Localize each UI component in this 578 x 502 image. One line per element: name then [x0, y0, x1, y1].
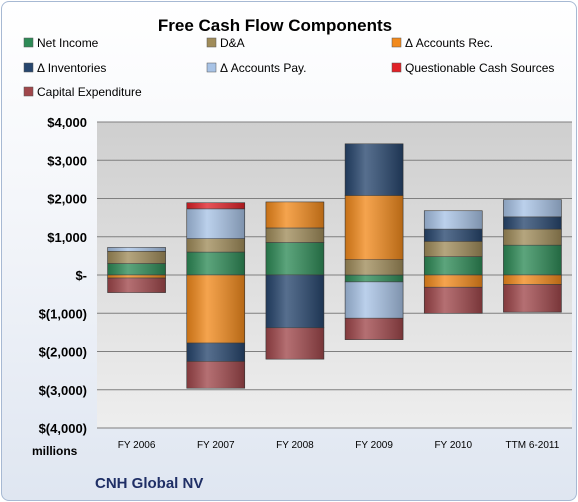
- y-tick-label: $4,000: [47, 115, 87, 130]
- bar-fy-2006-capital-expenditure-shading: [107, 278, 166, 293]
- bar-fy-2008-delta-inventories-shading: [265, 275, 324, 328]
- bar-fy-2007-delta-accounts-rec-shading: [186, 275, 245, 344]
- bar-fy-2009-net-income-shading: [345, 275, 404, 282]
- y-tick-label: $2,000: [47, 192, 87, 207]
- bar-fy-2007-net-income-shading: [186, 252, 245, 275]
- x-tick-label-fy-2008: FY 2008: [276, 440, 314, 451]
- bar-fy-2008-danda-shading: [265, 227, 324, 243]
- bar-fy-2009-capital-expenditure-shading: [345, 318, 404, 340]
- bar-fy-2010-delta-accounts-pay-shading: [424, 210, 483, 230]
- legend-swatch-delta-accounts-rec: [391, 37, 402, 48]
- x-tick-label-fy-2010: FY 2010: [434, 440, 472, 451]
- legend-label-questionable-cash-sources: Questionable Cash Sources: [405, 61, 554, 75]
- legend-label-danda: D&A: [220, 36, 245, 50]
- y-tick-label: $-: [75, 268, 87, 283]
- bar-fy-2007-questionable-cash-sources-shading: [186, 202, 245, 209]
- bar-fy-2010-net-income-shading: [424, 256, 483, 275]
- bar-fy-2009-delta-inventories-shading: [345, 143, 404, 196]
- bar-fy-2007-capital-expenditure-shading: [186, 361, 245, 389]
- bar-ttm-6-2011-capital-expenditure-shading: [503, 284, 562, 313]
- legend-swatch-delta-accounts-pay: [206, 62, 217, 73]
- company-label: CNH Global NV: [95, 475, 203, 492]
- legend: Net Income D&A Δ Accounts Rec. Δ Inventorie…: [23, 36, 554, 99]
- bar-fy-2007-delta-accounts-pay-shading: [186, 208, 245, 239]
- legend-swatch-danda: [206, 37, 217, 48]
- legend-label-delta-inventories: Δ Inventories: [37, 61, 106, 75]
- x-tick-label-fy-2006: FY 2006: [118, 440, 156, 451]
- x-tick-label-fy-2009: FY 2009: [355, 440, 393, 451]
- bar-ttm-6-2011-net-income-shading: [503, 245, 562, 275]
- chart-title: Free Cash Flow Components: [158, 16, 392, 35]
- legend-swatch-questionable-cash-sources: [391, 62, 402, 73]
- bar-fy-2006-delta-accounts-rec-shading: [107, 275, 166, 279]
- bar-fy-2010-danda-shading: [424, 241, 483, 257]
- bar-ttm-6-2011-danda-shading: [503, 229, 562, 246]
- bars: [107, 143, 562, 389]
- y-tick-label: $(2,000): [39, 345, 87, 360]
- legend-label-delta-accounts-rec: Δ Accounts Rec.: [405, 36, 493, 50]
- y-tick-label: $(3,000): [39, 383, 87, 398]
- bar-fy-2007-delta-inventories-shading: [186, 343, 245, 362]
- x-axis: FY 2006 FY 2007 FY 2008 FY 2009 FY 2010 TTM 6…: [118, 440, 560, 451]
- legend-swatch-delta-inventories: [23, 62, 34, 73]
- y-tick-label: $1,000: [47, 230, 87, 245]
- y-axis: $4,000 $3,000 $2,000 $1,000 $- $(1,000) $(2,00…: [39, 115, 87, 436]
- legend-label-delta-accounts-pay: Δ Accounts Pay.: [220, 61, 307, 75]
- bar-fy-2006-danda-shading: [107, 251, 166, 264]
- x-tick-label-fy-2007: FY 2007: [197, 440, 235, 451]
- bar-ttm-6-2011-delta-inventories-shading: [503, 216, 562, 230]
- legend-label-capital-expenditure: Capital Expenditure: [37, 85, 142, 99]
- legend-swatch-net-income: [23, 37, 34, 48]
- bar-fy-2008-capital-expenditure-shading: [265, 327, 324, 360]
- bar-ttm-6-2011-delta-accounts-rec-shading: [503, 275, 562, 285]
- legend-swatch-capital-expenditure: [23, 86, 34, 97]
- y-tick-label: $3,000: [47, 153, 87, 168]
- bar-fy-2010-delta-inventories-shading: [424, 229, 483, 242]
- bar-fy-2006-delta-accounts-pay-shading: [107, 247, 166, 252]
- bar-fy-2009-delta-accounts-rec-shading: [345, 195, 404, 260]
- x-tick-label-ttm-6-2011: TTM 6-2011: [506, 440, 560, 451]
- bar-fy-2008-delta-accounts-rec-shading: [265, 201, 324, 228]
- y-tick-label: $(4,000): [39, 421, 87, 436]
- bar-fy-2009-delta-accounts-pay-shading: [345, 281, 404, 319]
- bar-fy-2009-danda-shading: [345, 259, 404, 275]
- y-tick-label: $(1,000): [39, 306, 87, 321]
- bar-fy-2010-delta-accounts-rec-shading: [424, 275, 483, 288]
- bar-ttm-6-2011-delta-accounts-pay-shading: [503, 199, 562, 217]
- bar-fy-2006-net-income-shading: [107, 263, 166, 275]
- bar-fy-2007-danda-shading: [186, 238, 245, 253]
- bar-fy-2008-net-income-shading: [265, 242, 324, 275]
- gridlines: [97, 121, 572, 429]
- legend-label-net-income: Net Income: [37, 36, 99, 50]
- y-axis-unit-label: millions: [32, 444, 78, 458]
- bar-fy-2010-capital-expenditure-shading: [424, 287, 483, 314]
